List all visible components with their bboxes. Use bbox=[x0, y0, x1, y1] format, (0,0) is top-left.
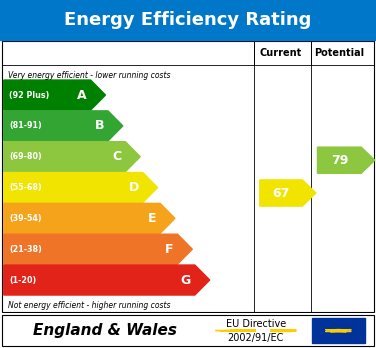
Text: (39-54): (39-54) bbox=[9, 214, 42, 223]
Text: (1-20): (1-20) bbox=[9, 276, 36, 285]
Polygon shape bbox=[4, 173, 158, 203]
Text: Current: Current bbox=[260, 48, 302, 58]
Text: E: E bbox=[148, 212, 156, 225]
Text: (81-91): (81-91) bbox=[9, 121, 42, 130]
Text: EU Directive
2002/91/EC: EU Directive 2002/91/EC bbox=[226, 319, 286, 342]
Text: (21-38): (21-38) bbox=[9, 245, 42, 254]
Text: England & Wales: England & Wales bbox=[33, 323, 177, 338]
Bar bbox=[312, 318, 365, 343]
Text: (69-80): (69-80) bbox=[9, 152, 42, 161]
Text: (55-68): (55-68) bbox=[9, 183, 42, 192]
Polygon shape bbox=[317, 147, 375, 173]
Text: B: B bbox=[95, 119, 104, 132]
Text: F: F bbox=[165, 243, 174, 256]
Text: (92 Plus): (92 Plus) bbox=[9, 90, 50, 100]
Polygon shape bbox=[4, 111, 123, 141]
Polygon shape bbox=[260, 180, 316, 206]
Text: G: G bbox=[181, 274, 191, 286]
Polygon shape bbox=[326, 331, 351, 332]
Text: D: D bbox=[129, 181, 139, 194]
Text: Potential: Potential bbox=[314, 48, 364, 58]
Polygon shape bbox=[4, 142, 140, 172]
Polygon shape bbox=[4, 265, 210, 295]
Bar bbox=[2, 41, 374, 65]
Polygon shape bbox=[4, 203, 175, 234]
Text: Energy Efficiency Rating: Energy Efficiency Rating bbox=[64, 11, 312, 29]
Polygon shape bbox=[4, 80, 105, 110]
Polygon shape bbox=[4, 234, 192, 264]
Text: A: A bbox=[77, 88, 87, 102]
Polygon shape bbox=[215, 330, 241, 331]
Text: Not energy efficient - higher running costs: Not energy efficient - higher running co… bbox=[8, 301, 170, 309]
Text: Very energy efficient - lower running costs: Very energy efficient - lower running co… bbox=[8, 71, 170, 80]
Text: C: C bbox=[112, 150, 121, 163]
Text: 67: 67 bbox=[272, 187, 290, 199]
Polygon shape bbox=[271, 331, 296, 332]
Text: 79: 79 bbox=[331, 154, 348, 167]
